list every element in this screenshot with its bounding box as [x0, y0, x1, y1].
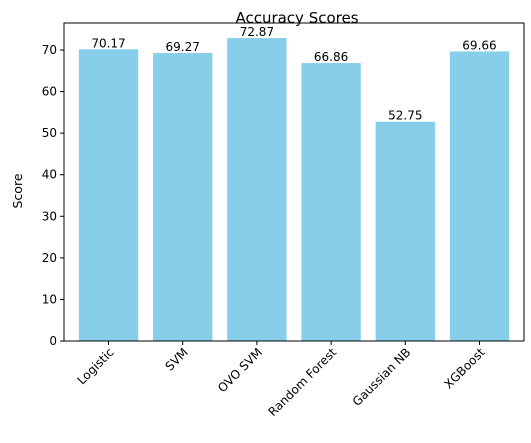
- data-label: 69.27: [166, 40, 200, 54]
- x-tick-label: Logistic: [74, 345, 116, 387]
- data-labels-layer: 70.17 69.27 72.87 66.86 52.75 69.66: [91, 25, 496, 123]
- data-label: 70.17: [91, 36, 125, 50]
- bars-layer: [78, 38, 510, 342]
- data-label: 69.66: [462, 38, 496, 52]
- y-tick-label: 20: [42, 251, 57, 265]
- data-label: 52.75: [388, 109, 422, 123]
- bar-svm: [153, 53, 213, 342]
- x-axis: Logistic SVM OVO SVM Random Forest Gaussian …: [74, 341, 488, 419]
- bar-logistic: [78, 49, 139, 342]
- y-tick-label: 30: [42, 209, 57, 223]
- y-tick-label: 40: [42, 168, 57, 182]
- x-tick-label: Gaussian NB: [350, 345, 414, 409]
- bar-xgboost: [449, 51, 510, 341]
- x-tick-label: Random Forest: [265, 345, 339, 419]
- y-tick-label: 0: [49, 334, 57, 348]
- data-label: 72.87: [240, 25, 274, 39]
- bar-gaussian-nb: [375, 121, 435, 341]
- x-tick-label: XGBoost: [441, 345, 487, 391]
- bar-ovo-svm: [227, 38, 287, 341]
- x-tick-label: SVM: [162, 345, 190, 373]
- y-axis-label: Score: [10, 173, 25, 208]
- y-tick-label: 10: [42, 292, 57, 306]
- plot-frame: [63, 22, 525, 342]
- y-tick-label: 70: [42, 43, 57, 57]
- y-tick-label: 60: [42, 85, 57, 99]
- data-label: 66.86: [314, 50, 348, 64]
- y-tick-label: 50: [42, 126, 57, 140]
- bar-random-forest: [301, 63, 361, 342]
- x-tick-label: OVO SVM: [215, 345, 265, 395]
- y-axis: 0 10 20 30 40 50 60 70: [42, 43, 64, 348]
